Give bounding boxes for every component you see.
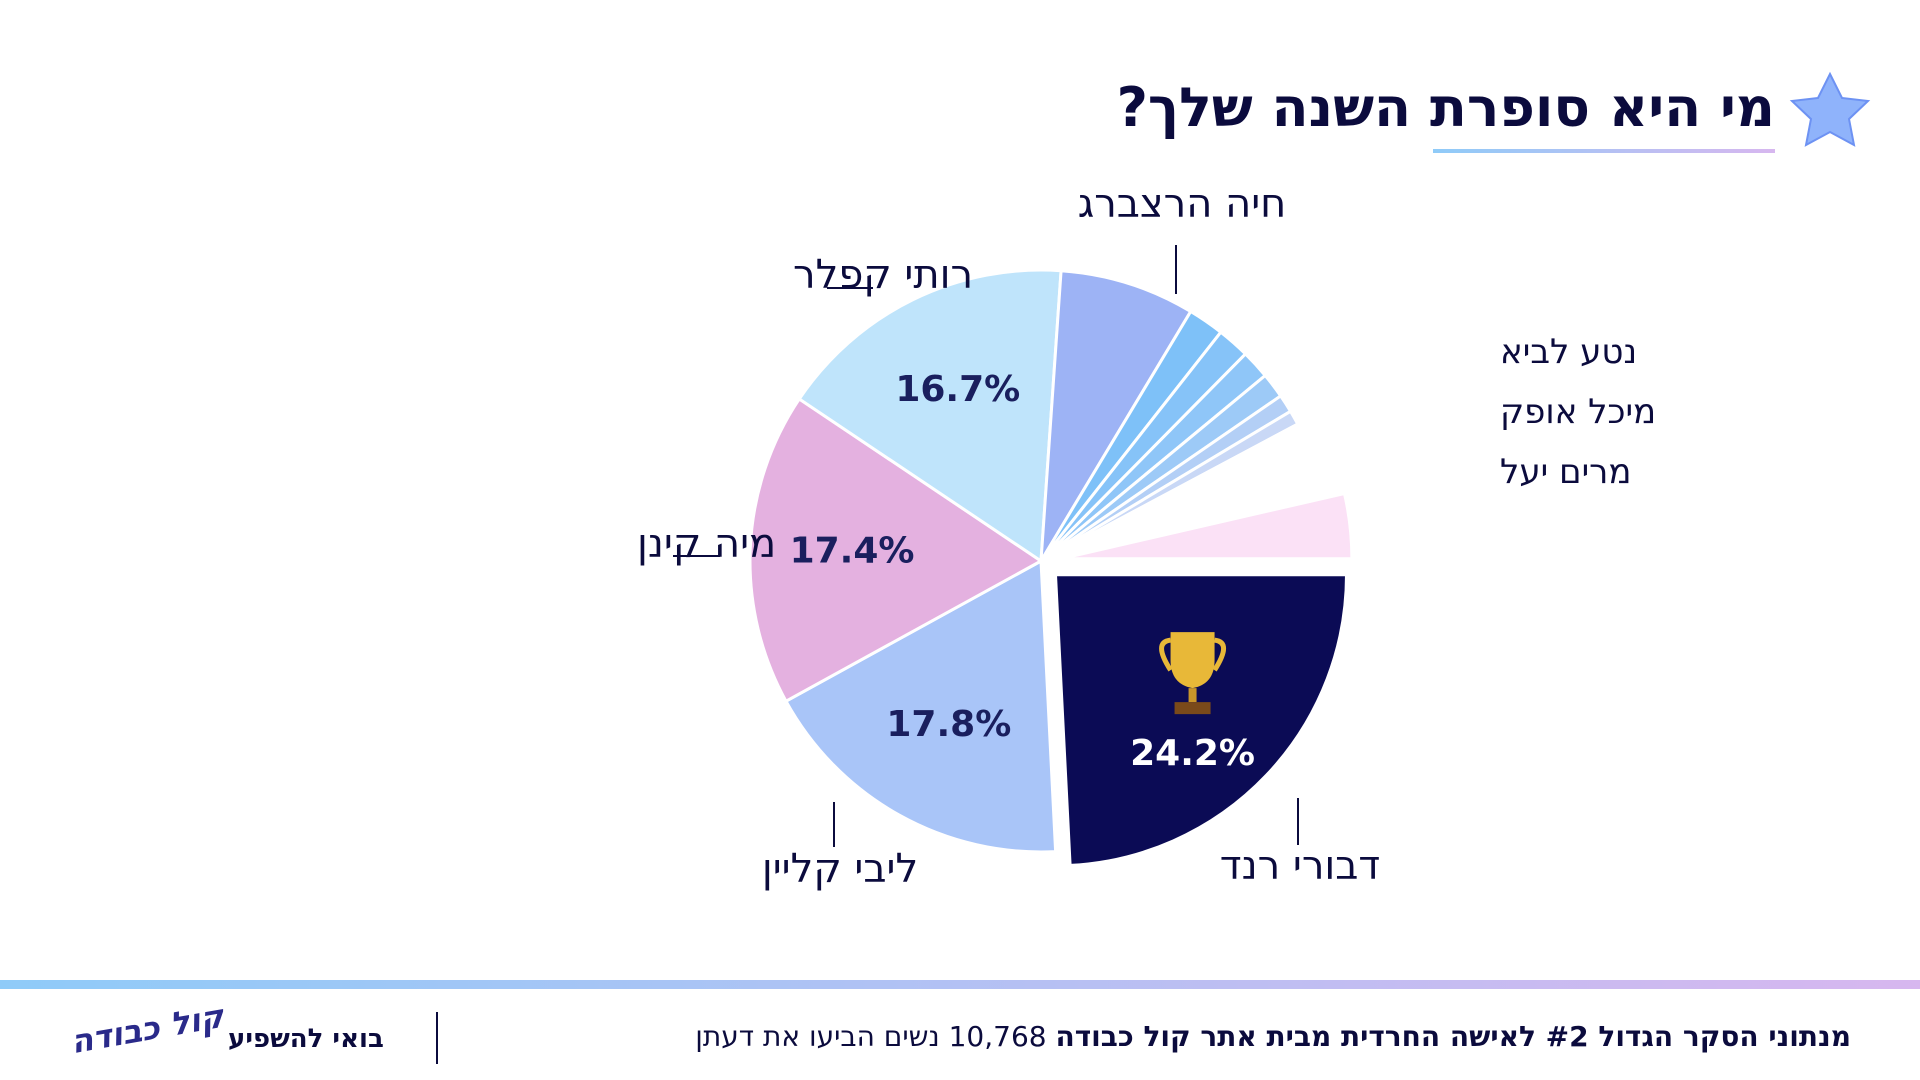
category-label: חיה הרצברג — [1078, 181, 1287, 227]
side-label: מרים יעל — [1500, 452, 1631, 492]
pie-slice — [1060, 491, 1354, 561]
footer-source: מנתוני הסקר הגדול #2 לאישה החרדית מבית א… — [1055, 1020, 1851, 1053]
category-label: ליבי קליין — [762, 846, 918, 892]
pie-slice — [1039, 269, 1193, 562]
pie-slice — [783, 558, 1058, 854]
value-label: 16.7% — [895, 369, 1020, 410]
side-label: מיכל אופק — [1500, 392, 1656, 432]
pie: 24.2% דבורי רנד 17.8% ליבי קליין 17.4% מיה קי… — [637, 181, 1656, 892]
footer-count: 10,768 נשים הביעו את דעתן — [695, 1020, 1047, 1053]
value-label: 17.8% — [886, 704, 1011, 745]
value-label: 24.2% — [1130, 733, 1255, 774]
footer-text: מנתוני הסקר הגדול #2 לאישה החרדית מבית א… — [695, 1020, 1851, 1053]
category-label: דבורי רנד — [1220, 843, 1381, 889]
category-label: מיה קינן — [637, 521, 776, 567]
value-label: 17.4% — [790, 531, 915, 572]
star-icon — [1789, 71, 1871, 147]
title-underline — [1433, 149, 1775, 153]
pie-slice — [1040, 421, 1327, 563]
category-label: רותי קפלר — [793, 252, 973, 298]
side-label: נטע לביא — [1500, 332, 1637, 372]
pie-slice — [748, 396, 1044, 704]
pie-slice — [1053, 573, 1348, 867]
cta: בואי להשפיע — [228, 1024, 384, 1054]
footer-bar — [0, 980, 1920, 989]
trophy-icon — [1159, 632, 1227, 715]
title: מי היא סופרת השנה שלך? — [1116, 76, 1775, 139]
pie-slice — [797, 268, 1063, 564]
